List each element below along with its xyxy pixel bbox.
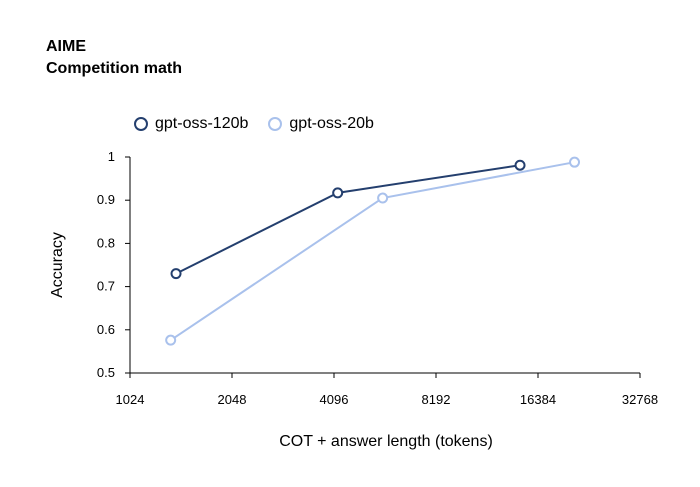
x-axis-title: COT + answer length (tokens) (279, 433, 493, 450)
legend-item-120b: gpt-oss-120b (134, 115, 248, 133)
data-point-0-1 (332, 187, 344, 199)
legend-marker-120b (134, 117, 148, 131)
y-axis-title: Accuracy (49, 232, 66, 298)
y-tick-label: 0.7 (97, 279, 115, 294)
legend-item-20b: gpt-oss-20b (268, 115, 374, 133)
x-tick-label: 8192 (422, 392, 451, 407)
x-tick-label: 32768 (622, 392, 658, 407)
series-layer (165, 156, 581, 346)
data-point-0-0 (170, 268, 182, 280)
legend-label-120b: gpt-oss-120b (155, 115, 249, 132)
y-tick-label: 0.8 (97, 235, 115, 250)
legend: gpt-oss-120b gpt-oss-20b (134, 115, 394, 133)
data-point-0-2 (514, 159, 526, 171)
data-point-1-0 (165, 334, 177, 346)
chart-title-block: AIME Competition math (46, 36, 182, 80)
y-tick-label: 0.9 (97, 192, 115, 207)
data-point-1-2 (569, 156, 581, 168)
y-tick-label: 0.5 (97, 365, 115, 380)
x-tick-label: 1024 (116, 392, 145, 407)
legend-marker-20b (268, 117, 283, 131)
data-point-1-1 (377, 192, 389, 204)
y-tick-label: 1 (108, 149, 115, 164)
x-tick-label: 4096 (320, 392, 349, 407)
series-line-1 (170, 161, 575, 341)
legend-label-20b: gpt-oss-20b (289, 115, 374, 132)
x-tick-label: 2048 (218, 392, 247, 407)
x-tick-label: 16384 (520, 392, 556, 407)
chart-subtitle: Competition math (46, 60, 182, 77)
chart-title: AIME (46, 38, 86, 55)
y-tick-label: 0.6 (97, 322, 115, 337)
